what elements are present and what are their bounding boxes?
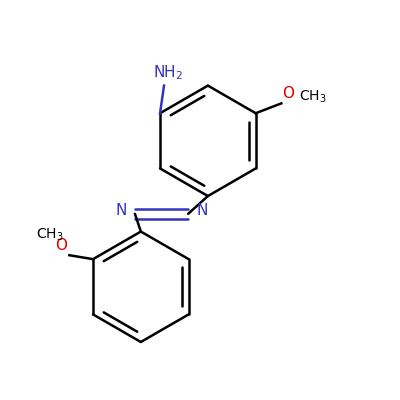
Text: NH$_2$: NH$_2$ (153, 63, 183, 82)
Text: N: N (196, 203, 208, 218)
Text: O: O (282, 86, 294, 101)
Text: CH$_3$: CH$_3$ (36, 227, 64, 243)
Text: O: O (55, 238, 67, 253)
Text: N: N (116, 203, 127, 218)
Text: CH$_3$: CH$_3$ (299, 89, 327, 105)
